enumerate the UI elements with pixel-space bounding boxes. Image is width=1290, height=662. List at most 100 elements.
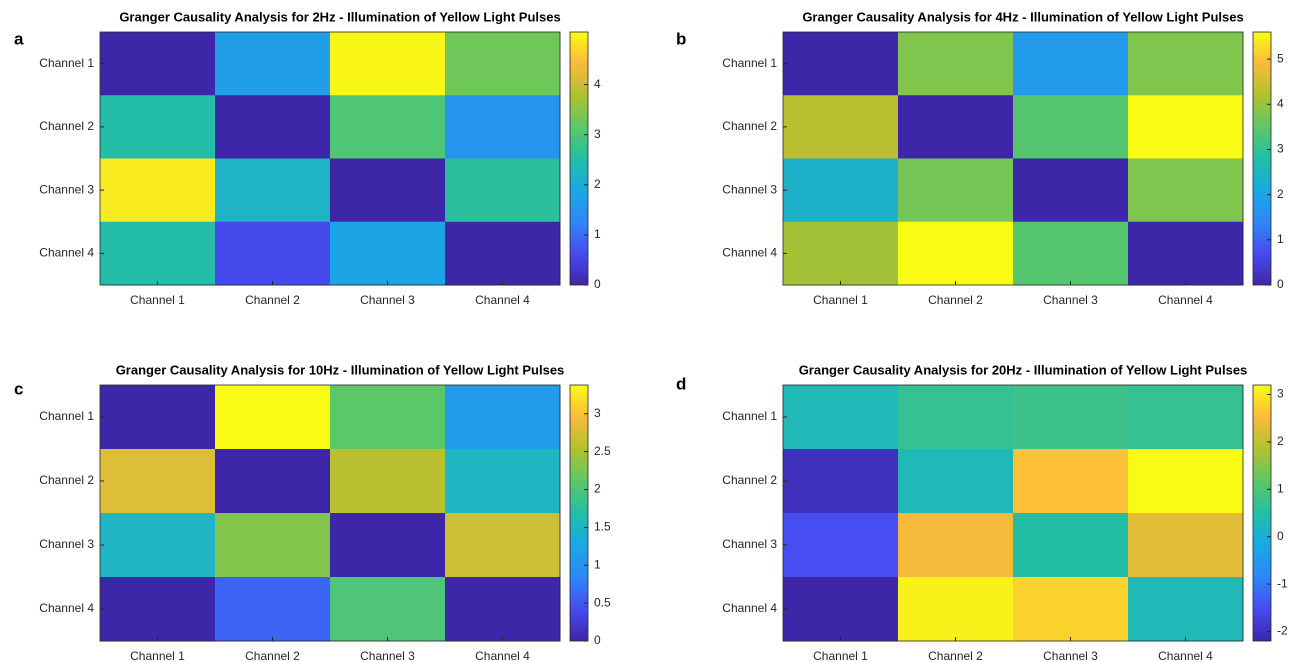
x-tick-label: Channel 2 (245, 293, 300, 307)
heatmap-cell (1128, 385, 1244, 450)
colorbar-tick-label: 0.5 (594, 595, 611, 609)
colorbar-tick-label: 3 (594, 406, 601, 420)
colorbar (1252, 31, 1272, 286)
heatmap-cell (330, 577, 446, 642)
heatmap-cell (330, 221, 446, 286)
heatmap-cell (898, 95, 1014, 159)
x-tick-label: Channel 4 (475, 293, 530, 307)
y-tick-label: Channel 2 (722, 119, 777, 133)
x-tick-label: Channel 3 (360, 293, 415, 307)
colorbar-tick-label: -2 (1277, 624, 1288, 638)
heatmap-cell (330, 95, 446, 159)
y-tick-label: Channel 1 (39, 409, 94, 423)
heatmap-cell (898, 158, 1014, 223)
y-tick-label: Channel 4 (722, 601, 777, 615)
heatmap-cell (100, 513, 216, 578)
colorbar-tick-label: 2.5 (594, 444, 611, 458)
x-tick-label: Channel 1 (813, 293, 868, 307)
colorbar-tick-label: 3 (594, 127, 601, 141)
heatmap-cell (1128, 32, 1244, 96)
y-tick-label: Channel 2 (722, 473, 777, 487)
colorbar-tick-label: 4 (594, 77, 601, 91)
colorbar-tick-label: 2 (1277, 434, 1284, 448)
chart-title: Granger Causality Analysis for 20Hz - Il… (799, 362, 1248, 377)
x-tick-label: Channel 3 (1043, 649, 1098, 662)
heatmap-cell (1013, 449, 1129, 514)
heatmap-cell (898, 577, 1014, 642)
colorbar-tick-label: 0 (594, 277, 601, 291)
y-tick-label: Channel 3 (722, 537, 777, 551)
x-tick-label: Channel 2 (245, 649, 300, 662)
heatmap-cell (1128, 513, 1244, 578)
y-tick-label: Channel 1 (722, 56, 777, 70)
heatmap-cell (100, 449, 216, 514)
heatmap-cell (783, 385, 899, 450)
heatmap-cell (783, 449, 899, 514)
heatmap-cell (100, 32, 216, 96)
heatmap-cell (1013, 513, 1129, 578)
heatmap-cell (215, 385, 331, 450)
heatmap-cell (330, 385, 446, 450)
heatmap-cell (1013, 385, 1129, 450)
plot-frame (99, 384, 561, 642)
heatmap-cell (783, 577, 899, 642)
x-tick-label: Channel 4 (1158, 649, 1213, 662)
x-tick-label: Channel 4 (1158, 293, 1213, 307)
heatmap-cell (215, 513, 331, 578)
heatmap-cell (1128, 577, 1244, 642)
y-tick-label: Channel 3 (39, 537, 94, 551)
heatmap-cell (898, 221, 1014, 286)
colorbar (1252, 384, 1272, 642)
heatmap-cell (1128, 158, 1244, 223)
colorbar-tick-label: -1 (1277, 576, 1288, 590)
heatmap-cell (898, 513, 1014, 578)
x-tick-label: Channel 1 (130, 293, 185, 307)
y-tick-label: Channel 2 (39, 473, 94, 487)
panel-label: a (14, 29, 24, 48)
heatmap-cell (445, 32, 561, 96)
heatmap-cell (445, 385, 561, 450)
colorbar-tick-label: 0 (1277, 277, 1284, 291)
y-tick-label: Channel 1 (722, 409, 777, 423)
panel-label: b (676, 29, 686, 48)
panel-label: c (14, 379, 23, 398)
x-tick-label: Channel 2 (928, 293, 983, 307)
colorbar-tick-label: 1 (1277, 481, 1284, 495)
heatmap-cell (1013, 221, 1129, 286)
colorbar-tick-label: 2 (594, 482, 601, 496)
heatmap-cell (898, 385, 1014, 450)
chart-title: Granger Causality Analysis for 10Hz - Il… (116, 362, 565, 377)
heatmap-cell (445, 95, 561, 159)
colorbar (569, 31, 589, 286)
plot-frame (782, 384, 1244, 642)
chart-title: Granger Causality Analysis for 2Hz - Ill… (119, 9, 560, 24)
colorbar-tick-label: 1 (594, 227, 601, 241)
heatmap-cell (100, 577, 216, 642)
heatmap-cell (330, 449, 446, 514)
colorbar-tick-label: 1 (594, 557, 601, 571)
y-tick-label: Channel 1 (39, 56, 94, 70)
heatmap-cell (215, 32, 331, 96)
plot-frame (782, 31, 1244, 286)
colorbar-tick-label: 2 (1277, 187, 1284, 201)
x-tick-label: Channel 3 (360, 649, 415, 662)
colorbar-tick-label: 3 (1277, 387, 1284, 401)
x-tick-label: Channel 3 (1043, 293, 1098, 307)
y-tick-label: Channel 4 (39, 601, 94, 615)
heatmap-cell (898, 32, 1014, 96)
colorbar-tick-label: 1.5 (594, 520, 611, 534)
colorbar-tick-label: 0 (594, 633, 601, 647)
heatmap-cell (100, 158, 216, 223)
colorbar-tick-label: 4 (1277, 96, 1284, 110)
heatmap-cell (1128, 221, 1244, 286)
heatmap-cell (783, 32, 899, 96)
heatmap-cell (215, 158, 331, 223)
heatmap-cell (898, 449, 1014, 514)
heatmap-cell (445, 221, 561, 286)
heatmap-cell (445, 577, 561, 642)
heatmap-cell (783, 95, 899, 159)
x-tick-label: Channel 1 (813, 649, 868, 662)
heatmap-cell (783, 221, 899, 286)
heatmap-cell (1013, 32, 1129, 96)
